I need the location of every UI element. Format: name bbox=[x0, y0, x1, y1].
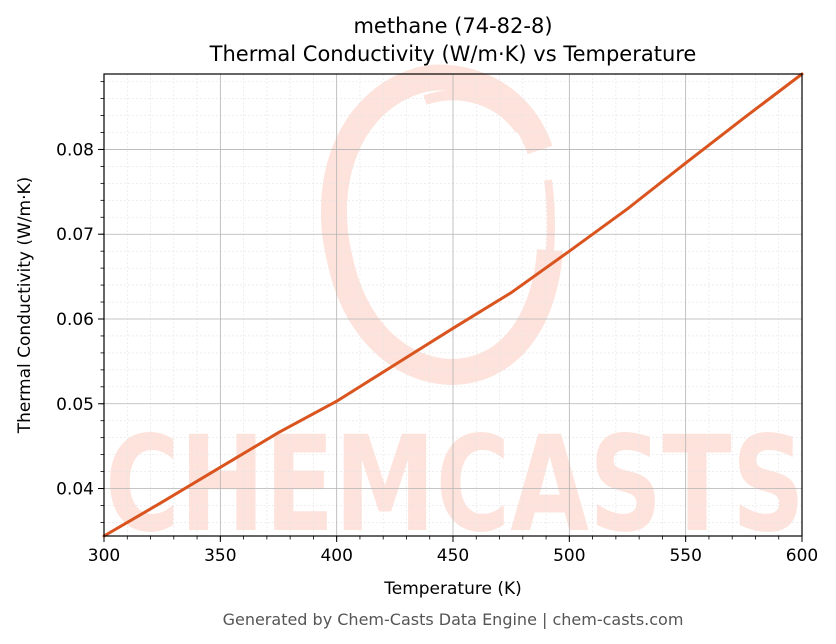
chart-title: methane (74-82-8) bbox=[353, 14, 552, 38]
series-line bbox=[102, 72, 804, 538]
x-axis: 300 350 400 450 500 550 600 bbox=[88, 536, 818, 566]
chart-subtitle: Thermal Conductivity (W/m·K) vs Temperat… bbox=[209, 42, 697, 66]
y-tick-label: 0.06 bbox=[56, 310, 94, 330]
x-tick-label: 500 bbox=[553, 546, 585, 566]
watermark-text: CHEMCASTS bbox=[105, 408, 805, 562]
y-tick-label: 0.08 bbox=[56, 140, 94, 160]
footer-credit: Generated by Chem-Casts Data Engine | ch… bbox=[223, 610, 684, 629]
y-tick-label: 0.07 bbox=[56, 225, 94, 245]
x-tick-label: 400 bbox=[320, 546, 352, 566]
y-axis: 0.04 0.05 0.06 0.07 0.08 bbox=[56, 81, 104, 523]
watermark-logo-icon bbox=[320, 64, 563, 386]
x-axis-label: Temperature (K) bbox=[383, 579, 522, 599]
series-layer bbox=[102, 72, 804, 538]
x-tick-label: 450 bbox=[437, 546, 469, 566]
x-tick-label: 350 bbox=[204, 546, 236, 566]
x-tick-label: 300 bbox=[88, 546, 120, 566]
x-tick-label: 600 bbox=[786, 546, 818, 566]
y-axis-label: Thermal Conductivity (W/m·K) bbox=[15, 177, 35, 435]
x-tick-label: 550 bbox=[669, 546, 701, 566]
y-tick-label: 0.05 bbox=[56, 395, 94, 415]
y-tick-label: 0.04 bbox=[56, 480, 94, 500]
